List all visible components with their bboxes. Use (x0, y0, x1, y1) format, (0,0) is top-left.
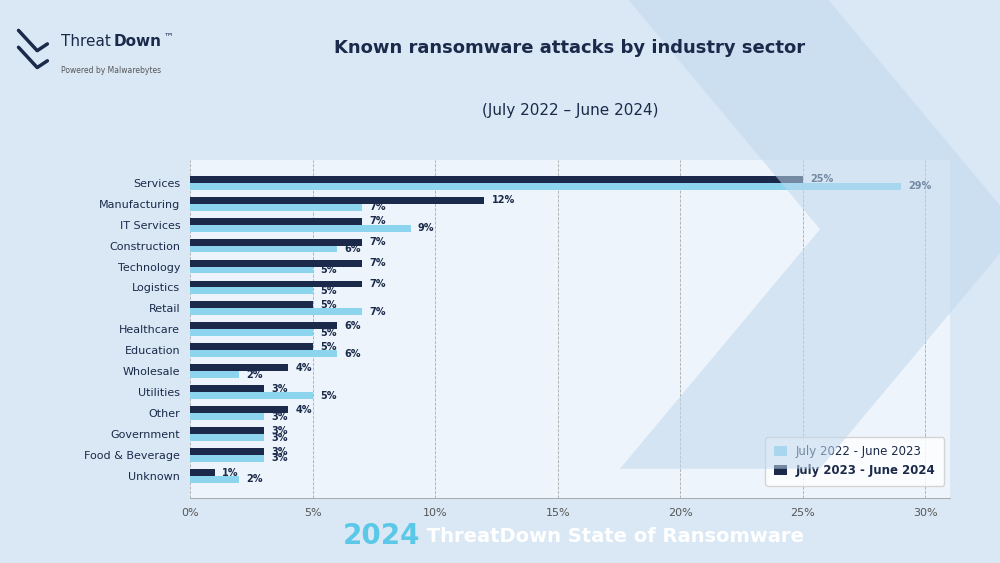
Text: ThreatDown State of Ransomware: ThreatDown State of Ransomware (420, 527, 804, 546)
Bar (190, 413, 264, 420)
Bar (190, 309, 362, 315)
Bar (190, 371, 239, 378)
Text: 3%: 3% (271, 454, 287, 463)
Text: Powered by Malwarebytes: Powered by Malwarebytes (61, 66, 161, 75)
Text: 4%: 4% (295, 405, 312, 415)
Text: 3%: 3% (271, 426, 287, 436)
Bar (190, 183, 901, 190)
Text: (July 2022 – June 2024): (July 2022 – June 2024) (482, 103, 658, 118)
Text: 12%: 12% (492, 195, 515, 205)
Bar (190, 392, 313, 399)
Text: Threat: Threat (61, 34, 111, 49)
Bar (190, 434, 264, 441)
Text: 7%: 7% (369, 307, 385, 317)
Text: 5%: 5% (320, 286, 336, 296)
Bar (190, 288, 313, 294)
Text: 7%: 7% (369, 258, 385, 268)
Text: 9%: 9% (418, 223, 434, 233)
Bar (190, 350, 337, 357)
Text: 25%: 25% (810, 175, 834, 184)
Text: 7%: 7% (369, 237, 385, 247)
Bar (190, 225, 411, 231)
Text: 2%: 2% (246, 475, 263, 484)
Text: 3%: 3% (271, 412, 287, 422)
Bar (190, 176, 803, 183)
Text: 3%: 3% (271, 446, 287, 457)
Bar (190, 364, 288, 371)
Bar (190, 455, 264, 462)
Text: 5%: 5% (320, 342, 336, 352)
Text: ™: ™ (164, 31, 174, 41)
Bar (190, 329, 313, 336)
Bar (190, 302, 313, 309)
Text: 5%: 5% (320, 300, 336, 310)
Text: 29%: 29% (908, 181, 932, 191)
Text: 5%: 5% (320, 328, 336, 338)
Bar (190, 239, 362, 245)
Bar (190, 385, 264, 392)
Bar (190, 343, 313, 350)
Bar (190, 204, 362, 211)
Text: 7%: 7% (369, 279, 385, 289)
Text: 5%: 5% (320, 265, 336, 275)
Text: 1%: 1% (222, 467, 238, 477)
Text: 3%: 3% (271, 432, 287, 443)
Text: 7%: 7% (369, 202, 385, 212)
Bar (190, 266, 313, 274)
Text: 6%: 6% (344, 348, 361, 359)
Bar (190, 323, 337, 329)
Text: 6%: 6% (344, 244, 361, 254)
Text: 6%: 6% (344, 321, 361, 331)
Bar (190, 476, 239, 483)
Bar (190, 448, 264, 455)
Text: 3%: 3% (271, 384, 287, 394)
Bar (190, 260, 362, 266)
Bar (190, 469, 215, 476)
Text: Down: Down (114, 34, 162, 49)
Text: 5%: 5% (320, 391, 336, 401)
Text: 7%: 7% (369, 216, 385, 226)
Text: Known ransomware attacks by industry sector: Known ransomware attacks by industry sec… (334, 39, 806, 57)
Text: 4%: 4% (295, 363, 312, 373)
Bar (190, 196, 484, 204)
Text: 2%: 2% (246, 370, 263, 379)
Legend: July 2022 - June 2023, July 2023 - June 2024: July 2022 - June 2023, July 2023 - June … (765, 437, 944, 486)
Bar (190, 406, 288, 413)
Bar (190, 245, 337, 252)
Bar (190, 218, 362, 225)
Bar (190, 427, 264, 434)
Text: 2024: 2024 (342, 522, 420, 550)
Bar (190, 280, 362, 288)
Polygon shape (620, 0, 1000, 469)
